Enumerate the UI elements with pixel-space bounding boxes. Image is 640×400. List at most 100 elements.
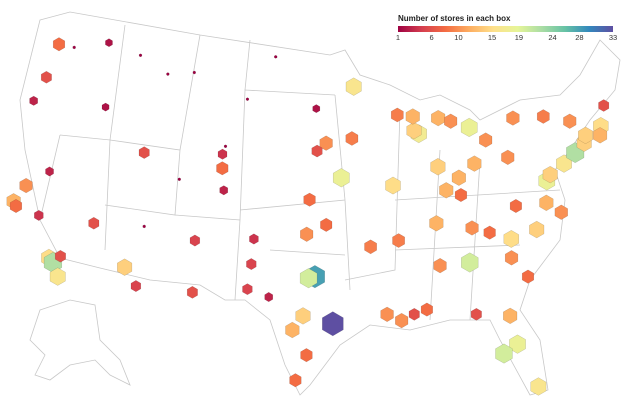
hexbin bbox=[55, 249, 66, 263]
hexbin bbox=[216, 161, 229, 176]
hexbin bbox=[385, 176, 401, 195]
hexbin bbox=[189, 234, 201, 247]
hexbin bbox=[285, 321, 300, 339]
legend-tick: 33 bbox=[608, 33, 618, 42]
legend-tick: 24 bbox=[548, 33, 557, 42]
hexbin bbox=[444, 113, 458, 129]
legend-title: Number of stores in each box bbox=[398, 14, 511, 23]
hexbin bbox=[53, 37, 66, 52]
hexbin bbox=[88, 216, 100, 230]
hexbin bbox=[192, 70, 196, 75]
hexbin bbox=[505, 250, 519, 266]
hexbin bbox=[105, 38, 113, 48]
hexbin bbox=[295, 307, 311, 325]
hexbin bbox=[542, 165, 558, 184]
us-outline bbox=[19, 11, 621, 396]
hexbin bbox=[501, 149, 515, 165]
hexbin bbox=[320, 217, 333, 232]
hexbin bbox=[529, 220, 545, 239]
hexbin bbox=[223, 144, 228, 149]
hexbin bbox=[333, 168, 350, 188]
legend-ticks: 1 6 10 15 19 24 28 33 bbox=[395, 32, 617, 44]
hexbin bbox=[509, 334, 526, 354]
hexbin bbox=[117, 258, 133, 276]
hexbin bbox=[506, 110, 520, 126]
hexbin bbox=[465, 220, 479, 236]
hexbin bbox=[319, 135, 333, 151]
hexbin bbox=[72, 45, 76, 50]
hexbin bbox=[431, 109, 446, 127]
hexbin bbox=[138, 146, 150, 159]
hexbin bbox=[405, 108, 420, 125]
hexbin bbox=[460, 117, 478, 138]
hexbin bbox=[563, 113, 577, 129]
hexbin bbox=[522, 269, 534, 284]
hexbin bbox=[246, 258, 257, 270]
hexbin bbox=[503, 230, 519, 248]
hexbin bbox=[479, 132, 493, 148]
hexbin bbox=[380, 306, 394, 322]
hexbin bbox=[130, 280, 142, 292]
hexbin bbox=[420, 302, 433, 317]
hexbin bbox=[503, 307, 518, 325]
hexbin bbox=[217, 148, 228, 160]
hexbin bbox=[364, 239, 377, 255]
hexbin bbox=[49, 267, 66, 286]
hexbin bbox=[322, 311, 344, 337]
hexbin bbox=[142, 224, 146, 229]
hexbin bbox=[138, 53, 143, 58]
hexbin bbox=[593, 127, 608, 144]
hexbin bbox=[406, 121, 422, 140]
hexbin bbox=[41, 70, 52, 84]
legend-tick: 15 bbox=[487, 33, 497, 42]
hexbin bbox=[9, 199, 22, 213]
hexbin bbox=[395, 312, 409, 329]
hexbin bbox=[289, 373, 302, 388]
hexbin bbox=[219, 185, 229, 196]
hexbin bbox=[439, 182, 454, 199]
hexbin bbox=[19, 177, 33, 194]
hexbin bbox=[509, 199, 522, 213]
hexbin bbox=[578, 126, 593, 145]
hexbin bbox=[433, 258, 447, 274]
hexbin bbox=[242, 283, 253, 296]
hexbin bbox=[34, 209, 44, 221]
hexbin bbox=[249, 233, 259, 245]
legend-tick: 6 bbox=[429, 33, 434, 42]
hexbin bbox=[454, 188, 467, 202]
hexbin bbox=[483, 225, 496, 240]
hexbin bbox=[311, 144, 323, 158]
hexbin bbox=[391, 107, 404, 123]
hexbin bbox=[264, 292, 273, 303]
hexbin bbox=[537, 109, 550, 124]
hexbin bbox=[392, 233, 405, 248]
hexbin bbox=[274, 54, 278, 59]
hexbin bbox=[245, 97, 250, 102]
legend-tick: 19 bbox=[514, 33, 524, 42]
legend-tick: 28 bbox=[575, 33, 584, 42]
hexbin bbox=[461, 252, 479, 273]
alaska-outline bbox=[29, 299, 131, 386]
hexbin bbox=[45, 166, 54, 177]
hexbin bbox=[554, 204, 568, 220]
hexbin bbox=[299, 268, 318, 289]
legend: Number of stores in each box 1 6 10 15 1… bbox=[395, 14, 617, 44]
hexbin-layer bbox=[6, 37, 610, 396]
hexbin bbox=[451, 169, 466, 186]
hexbin bbox=[598, 99, 610, 112]
hexbin bbox=[101, 102, 110, 112]
hexbin bbox=[467, 155, 482, 172]
hexbin bbox=[29, 95, 38, 106]
hexbin bbox=[177, 177, 181, 182]
hexbin bbox=[300, 226, 314, 242]
legend-tick: 10 bbox=[454, 33, 463, 42]
hexbin bbox=[312, 104, 321, 114]
hexbin bbox=[303, 192, 316, 207]
hexbin bbox=[345, 131, 359, 146]
hexbin bbox=[539, 194, 554, 212]
hexbin bbox=[470, 308, 482, 321]
hexbin bbox=[495, 343, 513, 364]
hexbin bbox=[166, 72, 170, 76]
legend-tick: 1 bbox=[395, 33, 401, 42]
